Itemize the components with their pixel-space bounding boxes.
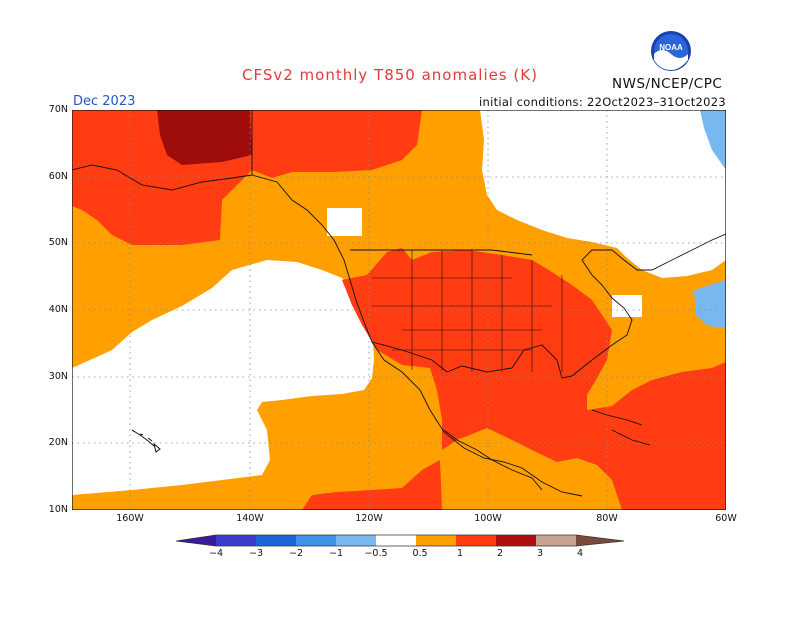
cbar-m3-m2 bbox=[256, 535, 296, 546]
coastlines bbox=[72, 110, 726, 497]
cbar-2-3 bbox=[496, 535, 536, 546]
cbar-tick-3: 3 bbox=[536, 548, 544, 559]
lat-label-70n: 70N bbox=[48, 104, 68, 115]
cold-region-labrador bbox=[700, 110, 726, 170]
lat-label-60n: 60N bbox=[48, 171, 68, 182]
cbar-tick-m3: −3 bbox=[248, 548, 263, 559]
map-title: CFSv2 monthly T850 anomalies (K) bbox=[242, 66, 538, 84]
lat-label-50n: 50N bbox=[48, 237, 68, 248]
lat-label-10n: 10N bbox=[48, 504, 68, 515]
hawaii-islands bbox=[131, 429, 161, 453]
cbar-3-4 bbox=[536, 535, 576, 546]
cbar-gt-4 bbox=[576, 535, 624, 546]
lon-label-100w: 100W bbox=[474, 513, 502, 524]
lat-label-40n: 40N bbox=[48, 304, 68, 315]
cold-region-atlantic bbox=[694, 280, 726, 328]
lat-label-30n: 30N bbox=[48, 371, 68, 382]
colorbar bbox=[175, 534, 625, 547]
noaa-logo: NOAA bbox=[651, 31, 691, 71]
cbar-tick-m1: −1 bbox=[328, 548, 343, 559]
cbar-m05-05 bbox=[376, 535, 416, 546]
cbar-lt-m4 bbox=[176, 535, 216, 546]
graticule bbox=[72, 110, 726, 510]
warm-region-north-pacific bbox=[72, 110, 422, 245]
neutral-patch-bc bbox=[327, 208, 362, 236]
agency-label: NWS/NCEP/CPC bbox=[612, 76, 723, 92]
very-warm-region-alaska bbox=[157, 110, 252, 165]
cbar-05-1 bbox=[416, 535, 456, 546]
lon-label-120w: 120W bbox=[355, 513, 383, 524]
cbar-1-2 bbox=[456, 535, 496, 546]
cbar-m4-m3 bbox=[216, 535, 256, 546]
cbar-tick-m4: −4 bbox=[208, 548, 223, 559]
svg-text:NOAA: NOAA bbox=[659, 43, 683, 52]
neutral-region-canada bbox=[480, 110, 726, 278]
lon-label-60w: 60W bbox=[715, 513, 737, 524]
initial-conditions: initial conditions: 22Oct2023–31Oct2023 bbox=[479, 95, 726, 109]
lon-label-160w: 160W bbox=[116, 513, 144, 524]
cbar-m2-m1 bbox=[296, 535, 336, 546]
cbar-tick-05: 0.5 bbox=[412, 548, 428, 559]
lat-label-20n: 20N bbox=[48, 437, 68, 448]
forecast-month: Dec 2023 bbox=[73, 94, 136, 109]
anomaly-map bbox=[72, 110, 726, 510]
neutral-region-pacific bbox=[72, 260, 374, 495]
cbar-tick-4: 4 bbox=[576, 548, 584, 559]
cbar-tick-m05: −0.5 bbox=[364, 548, 388, 559]
cbar-tick-2: 2 bbox=[496, 548, 504, 559]
lon-label-140w: 140W bbox=[236, 513, 264, 524]
state-borders bbox=[372, 250, 563, 372]
warm-region-tropical-pacific bbox=[302, 460, 442, 510]
cbar-tick-1: 1 bbox=[456, 548, 464, 559]
lon-label-80w: 80W bbox=[596, 513, 618, 524]
cbar-m1-m05 bbox=[336, 535, 376, 546]
neutral-patch-east-coast bbox=[612, 295, 642, 317]
warm-region-us bbox=[342, 248, 726, 510]
cbar-tick-m2: −2 bbox=[288, 548, 303, 559]
